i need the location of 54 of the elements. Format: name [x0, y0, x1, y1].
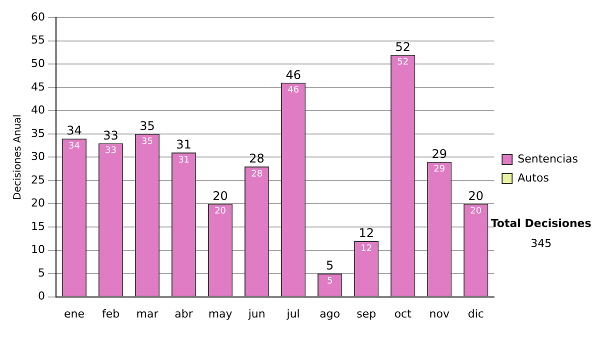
data-label: 29 — [434, 164, 446, 175]
x-tick-label: abr — [174, 307, 194, 320]
total-label: 12 — [358, 226, 374, 240]
annotation: Total Decisiones — [490, 216, 592, 230]
y-tick-label: 40 — [30, 104, 45, 117]
data-label: 52 — [397, 58, 409, 68]
y-tick-label: 20 — [30, 196, 45, 210]
y-tick-label: 50 — [30, 56, 45, 70]
data-label: 12 — [360, 244, 372, 254]
x-tick-label: nov — [429, 307, 450, 320]
total-label: 35 — [140, 119, 155, 134]
x-tick-label: sep — [356, 307, 376, 320]
total-label: 28 — [249, 152, 264, 166]
y-tick-label: 35 — [30, 126, 45, 140]
total-label: 52 — [395, 40, 411, 54]
total-label: 46 — [286, 68, 301, 82]
y-tick-label: 15 — [30, 220, 45, 233]
x-tick-label: oct — [394, 307, 412, 320]
data-label: 31 — [178, 155, 190, 166]
y-tick-label: 30 — [30, 150, 45, 164]
data-label: 34 — [68, 141, 80, 152]
total-label: 34 — [66, 124, 82, 138]
data-label: 20 — [214, 206, 226, 217]
data-label: 33 — [105, 146, 116, 156]
x-tick-label: ago — [320, 307, 340, 320]
x-tick-label: jul — [286, 307, 300, 320]
x-tick-label: dic — [468, 307, 484, 320]
y-tick-label: 60 — [30, 10, 45, 24]
total-label: 5 — [326, 258, 334, 273]
data-label: 46 — [288, 86, 300, 96]
total-label: 33 — [103, 128, 118, 142]
total-label: 20 — [212, 188, 228, 203]
y-tick-label: 55 — [30, 34, 45, 47]
data-label: 35 — [142, 136, 154, 147]
data-label: 20 — [470, 206, 482, 217]
y-tick-label: 45 — [30, 80, 45, 94]
y-tick-label: 25 — [30, 173, 45, 186]
y-tick-label: 10 — [30, 243, 45, 256]
text: 345 — [530, 236, 552, 250]
data-label: 5 — [326, 276, 333, 286]
x-tick-label: feb — [102, 307, 120, 320]
y-tick-label: 0 — [38, 290, 45, 303]
data-label: 28 — [251, 169, 263, 180]
x-tick-label: mar — [136, 307, 159, 320]
x-tick-label: may — [208, 307, 233, 320]
total-label: 20 — [468, 188, 484, 203]
x-tick-label: jun — [247, 307, 266, 320]
legend-label: Sentencias — [518, 152, 578, 166]
legend-label: Autos — [518, 171, 550, 184]
y-axis-title: Decisiones Anual — [12, 114, 24, 200]
y-tick-label: 5 — [38, 266, 45, 280]
x-tick-label: ene — [64, 307, 85, 320]
total-label: 31 — [176, 138, 192, 152]
total-label: 29 — [432, 146, 448, 161]
